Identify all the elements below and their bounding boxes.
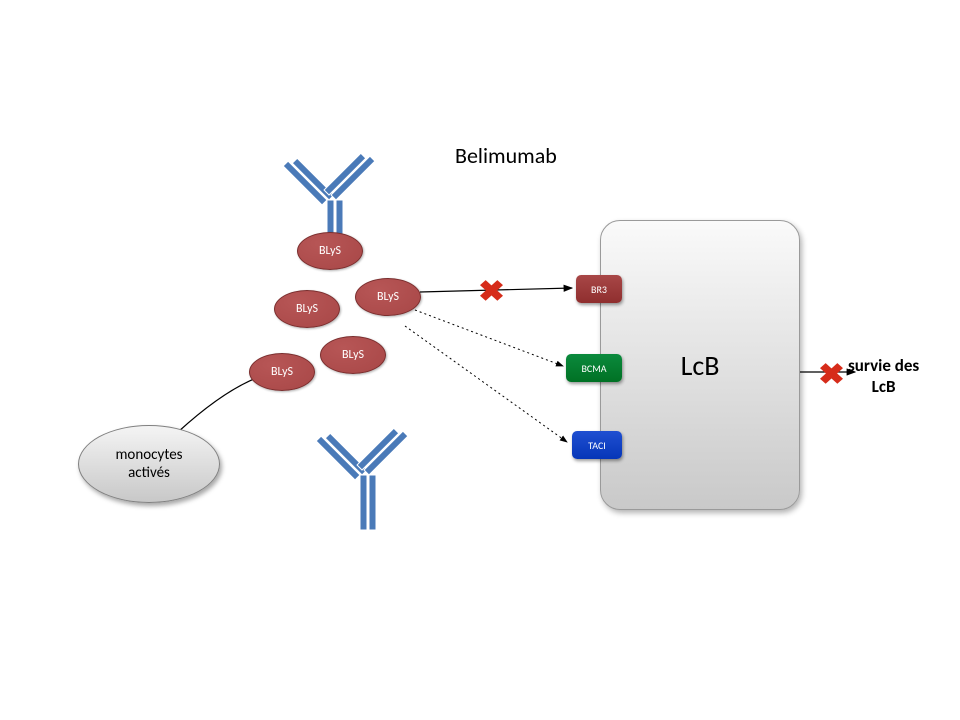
blys-ellipse-1: BLyS bbox=[274, 290, 340, 328]
monocytes-ellipse: monocytes activés bbox=[78, 425, 220, 503]
title-belimumab: Belimumab bbox=[455, 142, 557, 169]
antibody-1 bbox=[316, 428, 408, 530]
blys-ellipse-2: BLyS bbox=[355, 278, 421, 316]
blys-ellipse-0: BLyS bbox=[297, 232, 363, 270]
x-mark-1: ✖ bbox=[818, 357, 845, 392]
blys-ellipse-4: BLyS bbox=[249, 353, 315, 391]
survie-label: survie des LcB bbox=[848, 355, 919, 397]
diagram-canvas: Belimumab LcB BR3BCMATACI BLySBLySBLySBL… bbox=[0, 0, 960, 720]
arrows-dotted bbox=[405, 310, 567, 442]
monocytes-line1: monocytes bbox=[115, 446, 182, 464]
receptor-br3: BR3 bbox=[576, 275, 622, 303]
receptor-taci: TACI bbox=[572, 431, 622, 459]
survie-line1: survie des bbox=[848, 355, 919, 376]
receptor-bcma: BCMA bbox=[566, 354, 622, 382]
lcb-cell-box: LcB bbox=[600, 220, 800, 510]
svg-layer bbox=[0, 0, 960, 720]
x-mark-0: ✖ bbox=[478, 274, 505, 309]
lcb-label: LcB bbox=[681, 348, 720, 383]
monocytes-line2: activés bbox=[115, 464, 182, 482]
survie-line2: LcB bbox=[848, 376, 919, 397]
blys-ellipse-3: BLyS bbox=[320, 336, 386, 374]
